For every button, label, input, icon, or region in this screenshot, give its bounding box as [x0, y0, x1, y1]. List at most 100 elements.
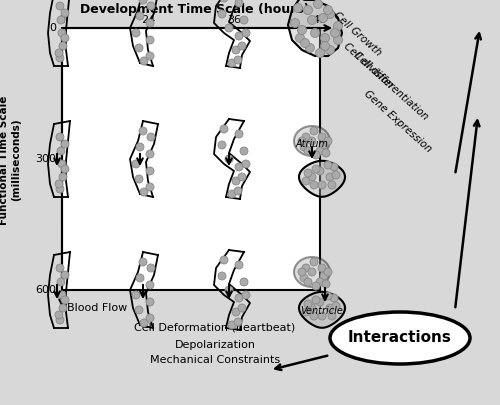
Circle shape [61, 165, 69, 173]
Text: 0: 0 [58, 15, 66, 25]
Circle shape [330, 163, 338, 171]
Ellipse shape [330, 312, 470, 364]
Circle shape [225, 286, 233, 294]
Circle shape [146, 281, 154, 289]
Circle shape [330, 294, 338, 302]
Circle shape [146, 150, 154, 158]
Text: Cell differentiation: Cell differentiation [352, 50, 430, 122]
Circle shape [318, 133, 326, 141]
Text: 0: 0 [49, 23, 56, 33]
Text: Depolarization: Depolarization [174, 340, 256, 350]
Circle shape [140, 57, 148, 65]
Circle shape [235, 261, 243, 269]
Circle shape [228, 59, 236, 67]
Circle shape [312, 282, 320, 290]
Circle shape [234, 56, 242, 64]
Circle shape [242, 291, 250, 299]
Circle shape [238, 304, 246, 312]
Polygon shape [288, 0, 342, 56]
Circle shape [147, 2, 155, 10]
Circle shape [132, 291, 140, 299]
Circle shape [298, 137, 306, 145]
Circle shape [55, 49, 63, 57]
Circle shape [308, 304, 316, 312]
Circle shape [324, 137, 332, 145]
Circle shape [232, 308, 240, 316]
Circle shape [304, 278, 312, 286]
Circle shape [318, 181, 326, 189]
Polygon shape [299, 292, 345, 328]
Circle shape [146, 36, 154, 44]
Circle shape [240, 278, 248, 286]
Circle shape [57, 278, 65, 286]
Circle shape [324, 6, 332, 15]
Circle shape [232, 177, 240, 185]
Circle shape [312, 165, 320, 173]
Circle shape [139, 0, 147, 4]
Circle shape [135, 175, 143, 183]
Circle shape [302, 133, 310, 141]
Text: 300: 300 [35, 154, 56, 164]
Circle shape [220, 0, 228, 2]
Circle shape [146, 314, 154, 322]
Circle shape [136, 274, 144, 282]
Circle shape [238, 173, 246, 181]
Circle shape [220, 256, 228, 264]
Circle shape [302, 308, 310, 316]
Circle shape [56, 54, 64, 62]
Circle shape [332, 171, 340, 179]
Text: Blood Flow: Blood Flow [67, 303, 127, 313]
Text: Functional Time Scale
(milliseconds): Functional Time Scale (milliseconds) [0, 95, 21, 225]
Circle shape [139, 127, 147, 135]
Circle shape [294, 4, 302, 13]
Circle shape [218, 272, 226, 280]
Circle shape [140, 188, 148, 196]
Circle shape [57, 16, 65, 24]
Circle shape [302, 264, 310, 272]
Circle shape [225, 155, 233, 163]
Circle shape [318, 13, 328, 23]
Circle shape [310, 127, 318, 135]
Text: Atrium: Atrium [296, 139, 328, 149]
Circle shape [324, 268, 332, 276]
Circle shape [59, 42, 67, 50]
Circle shape [228, 321, 236, 329]
Circle shape [242, 29, 250, 37]
Circle shape [56, 185, 64, 193]
Text: Cell Deformation (heartbeat): Cell Deformation (heartbeat) [134, 323, 296, 333]
Circle shape [55, 180, 63, 188]
Circle shape [326, 304, 334, 312]
Circle shape [218, 10, 226, 18]
Circle shape [330, 28, 340, 38]
Text: Gene Expression: Gene Expression [362, 88, 434, 154]
Circle shape [238, 42, 246, 50]
Circle shape [308, 15, 316, 24]
Circle shape [314, 0, 322, 9]
Circle shape [324, 161, 332, 169]
Circle shape [135, 306, 143, 314]
Circle shape [308, 268, 316, 276]
Text: Development Time Scale (hours): Development Time Scale (hours) [80, 4, 310, 17]
Text: 36: 36 [227, 15, 241, 25]
Circle shape [310, 28, 320, 38]
Circle shape [61, 271, 69, 279]
Circle shape [326, 45, 334, 55]
Circle shape [56, 264, 64, 272]
Circle shape [56, 133, 64, 141]
Circle shape [296, 34, 304, 43]
Circle shape [316, 278, 324, 286]
Circle shape [235, 0, 243, 7]
Circle shape [322, 149, 330, 157]
Circle shape [300, 38, 310, 47]
Text: 24: 24 [141, 15, 155, 25]
Circle shape [56, 2, 64, 10]
Text: 48: 48 [313, 15, 327, 25]
Circle shape [232, 46, 240, 54]
Circle shape [55, 311, 63, 319]
Text: Cell division: Cell division [342, 41, 395, 90]
Text: Cell Growth: Cell Growth [332, 10, 384, 58]
Polygon shape [299, 161, 345, 197]
Circle shape [235, 32, 243, 40]
Circle shape [235, 130, 243, 138]
Circle shape [328, 312, 336, 320]
